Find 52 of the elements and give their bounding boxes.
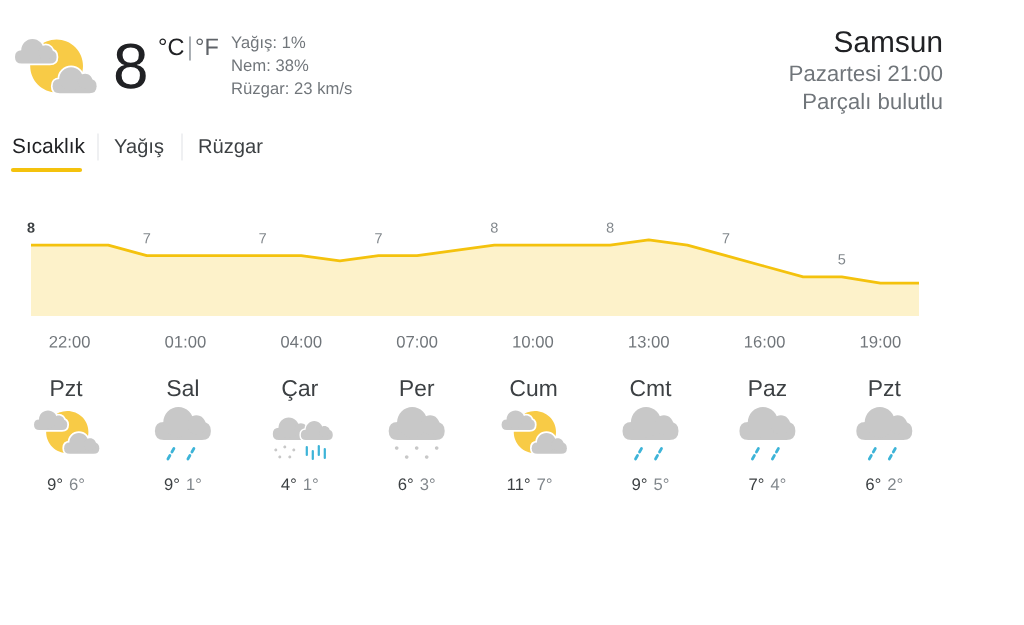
text: Yağış bbox=[114, 138, 164, 158]
data-label: 7 bbox=[259, 233, 266, 244]
data-label: 11° bbox=[507, 478, 530, 490]
data-label: 5° bbox=[654, 478, 669, 491]
data-label: 2° bbox=[888, 478, 903, 490]
text: 8 bbox=[115, 43, 146, 89]
data-label: 4° bbox=[281, 478, 296, 490]
text: °C bbox=[159, 38, 184, 56]
category-label: Pzt bbox=[869, 380, 901, 397]
data-label: 3° bbox=[420, 478, 435, 491]
x-tick-label: 22:00 bbox=[49, 335, 90, 348]
x-tick-label: 13:00 bbox=[629, 335, 669, 348]
category-label: Çar bbox=[282, 380, 318, 401]
text: Parçalı bulutlu bbox=[804, 92, 942, 114]
data-label: 1° bbox=[187, 478, 201, 490]
text: Pazartesi 21:00 bbox=[790, 64, 943, 82]
text: Samsun bbox=[834, 31, 942, 53]
data-label: 6° bbox=[866, 478, 881, 491]
data-label: 8 bbox=[27, 222, 35, 233]
data-label: 9° bbox=[47, 478, 62, 491]
text: Yağış: 1% bbox=[231, 35, 306, 52]
category-label: Cum bbox=[510, 380, 557, 397]
data-label: 6° bbox=[398, 478, 413, 491]
x-tick-label: 07:00 bbox=[396, 335, 438, 348]
data-label: 9° bbox=[164, 478, 179, 491]
data-label: 7° bbox=[749, 478, 764, 490]
category-label: Paz bbox=[749, 380, 786, 397]
data-label: 4° bbox=[770, 478, 786, 490]
data-label: 6° bbox=[69, 478, 84, 491]
data-label: 1° bbox=[304, 478, 318, 490]
data-label: 5 bbox=[838, 254, 846, 265]
text: Sıcaklık bbox=[12, 137, 85, 154]
text: °F bbox=[196, 38, 218, 55]
data-label: 8 bbox=[606, 222, 614, 233]
text: Nem: 38% bbox=[232, 59, 309, 72]
data-label: 9° bbox=[632, 478, 647, 491]
data-label: 7 bbox=[143, 233, 151, 244]
category-label: Pzt bbox=[51, 380, 83, 397]
data-label: 7 bbox=[722, 233, 730, 244]
x-tick-label: 16:00 bbox=[744, 335, 785, 348]
data-label: 7 bbox=[375, 233, 382, 244]
category-label: Sal bbox=[167, 379, 198, 397]
category-label: Cmt bbox=[630, 380, 672, 397]
x-tick-label: 19:00 bbox=[860, 335, 901, 348]
text: Rüzgar bbox=[199, 139, 263, 158]
data-label: 7° bbox=[537, 478, 552, 490]
x-tick-label: 04:00 bbox=[281, 335, 322, 348]
category-label: Per bbox=[400, 380, 435, 397]
data-label: 8 bbox=[490, 222, 498, 233]
text: Rüzgar: 23 km/s bbox=[232, 81, 352, 98]
x-tick-label: 01:00 bbox=[165, 335, 206, 348]
x-tick-label: 10:00 bbox=[513, 335, 554, 348]
